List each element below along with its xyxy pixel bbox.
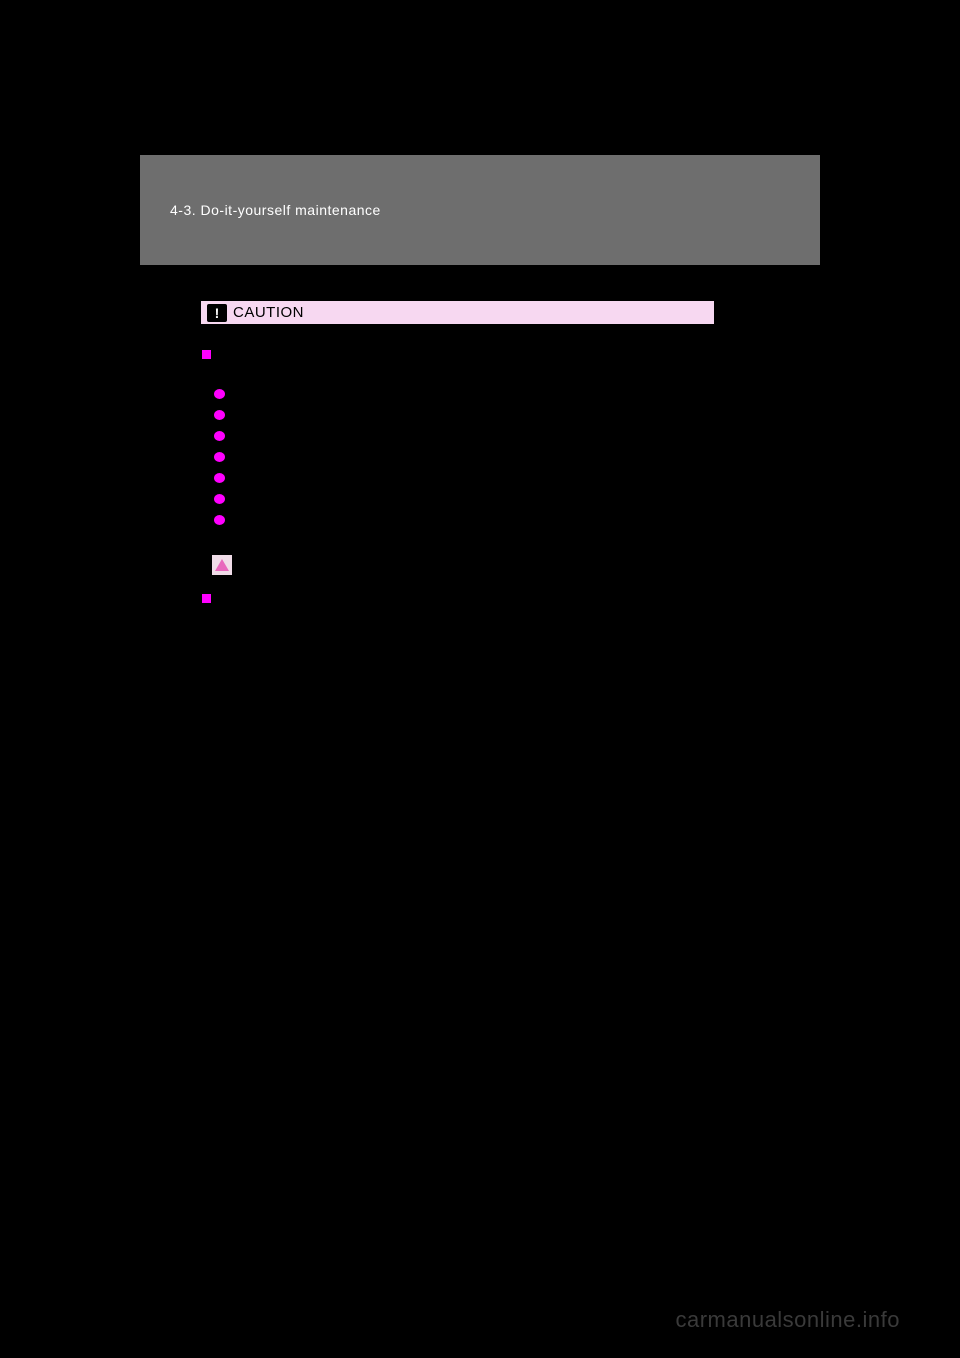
- list-item: [214, 431, 730, 441]
- section-heading-2: [202, 591, 730, 603]
- watermark: carmanualsonline.info: [675, 1307, 900, 1333]
- bullet-icon: [214, 494, 225, 504]
- section-marker-icon: [202, 594, 211, 603]
- list-item: [214, 452, 730, 462]
- list-item: [214, 494, 730, 504]
- bullet-icon: [214, 452, 225, 462]
- header-bar: 4-3. Do-it-yourself maintenance: [140, 155, 820, 265]
- list-item: [214, 515, 730, 525]
- bullet-icon: [214, 431, 225, 441]
- list-item: [214, 473, 730, 483]
- list-item: [214, 410, 730, 420]
- caution-label: CAUTION: [233, 304, 304, 321]
- bullet-icon: [214, 389, 225, 399]
- bullet-icon: [214, 410, 225, 420]
- warning-triangle-box: [212, 555, 232, 575]
- section-marker-icon: [202, 350, 211, 359]
- caution-header: ! CAUTION: [200, 300, 715, 325]
- exclamation-icon: !: [215, 306, 220, 320]
- content-area: ! CAUTION: [200, 300, 730, 603]
- list-item: [214, 389, 730, 399]
- triangle-icon: [215, 559, 229, 571]
- breadcrumb: 4-3. Do-it-yourself maintenance: [170, 202, 381, 218]
- warning-icon: !: [207, 304, 227, 322]
- section-heading-1: [202, 347, 730, 359]
- bullet-icon: [214, 473, 225, 483]
- bullet-list: [214, 389, 730, 525]
- bullet-icon: [214, 515, 225, 525]
